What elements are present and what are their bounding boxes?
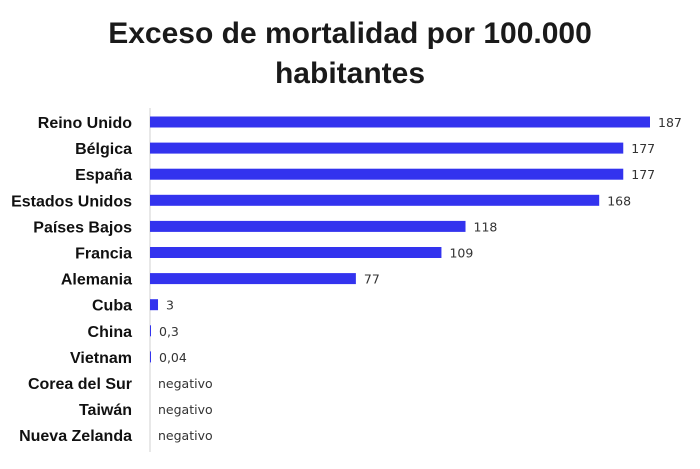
bars-group: Reino Unido 187 Bélgica 177 España 177 Estados… bbox=[11, 115, 682, 445]
chart-title-line-1: Exceso de mortalidad por 100.000 bbox=[108, 17, 592, 50]
bar bbox=[150, 351, 151, 363]
value-label: 109 bbox=[449, 246, 473, 261]
category-label: Países Bajos bbox=[33, 219, 132, 236]
value-label: 177 bbox=[631, 141, 655, 156]
chart-title-line-2: habitantes bbox=[275, 57, 425, 90]
category-label: Estados Unidos bbox=[11, 193, 132, 210]
value-label: negativo bbox=[158, 402, 213, 417]
category-label: Cuba bbox=[92, 298, 132, 315]
value-label: 77 bbox=[364, 272, 380, 287]
value-label: 0,3 bbox=[159, 324, 179, 339]
value-label: 187 bbox=[658, 115, 682, 130]
bar bbox=[150, 116, 650, 128]
bar bbox=[150, 325, 151, 337]
bar bbox=[150, 220, 466, 232]
value-label: 168 bbox=[607, 193, 631, 208]
bar bbox=[150, 273, 356, 285]
bar bbox=[150, 194, 600, 206]
category-label: España bbox=[75, 167, 132, 184]
bar bbox=[150, 299, 159, 311]
value-label: 177 bbox=[631, 167, 655, 182]
value-label: negativo bbox=[158, 428, 213, 443]
value-label: negativo bbox=[158, 376, 213, 391]
bar bbox=[150, 168, 624, 180]
category-label: Nueva Zelanda bbox=[19, 428, 132, 445]
category-label: Bélgica bbox=[75, 141, 132, 158]
category-label: Corea del Sur bbox=[28, 376, 132, 393]
bar bbox=[150, 247, 442, 258]
category-label: Reino Unido bbox=[38, 115, 132, 132]
bar bbox=[150, 142, 624, 154]
category-label: China bbox=[88, 324, 133, 341]
category-label: Alemania bbox=[61, 272, 132, 289]
category-label: Francia bbox=[75, 246, 132, 263]
value-label: 118 bbox=[474, 219, 498, 234]
value-label: 3 bbox=[166, 298, 174, 313]
category-label: Vietnam bbox=[70, 350, 132, 367]
value-label: 0,04 bbox=[159, 350, 187, 365]
category-label: Taiwán bbox=[79, 402, 132, 419]
